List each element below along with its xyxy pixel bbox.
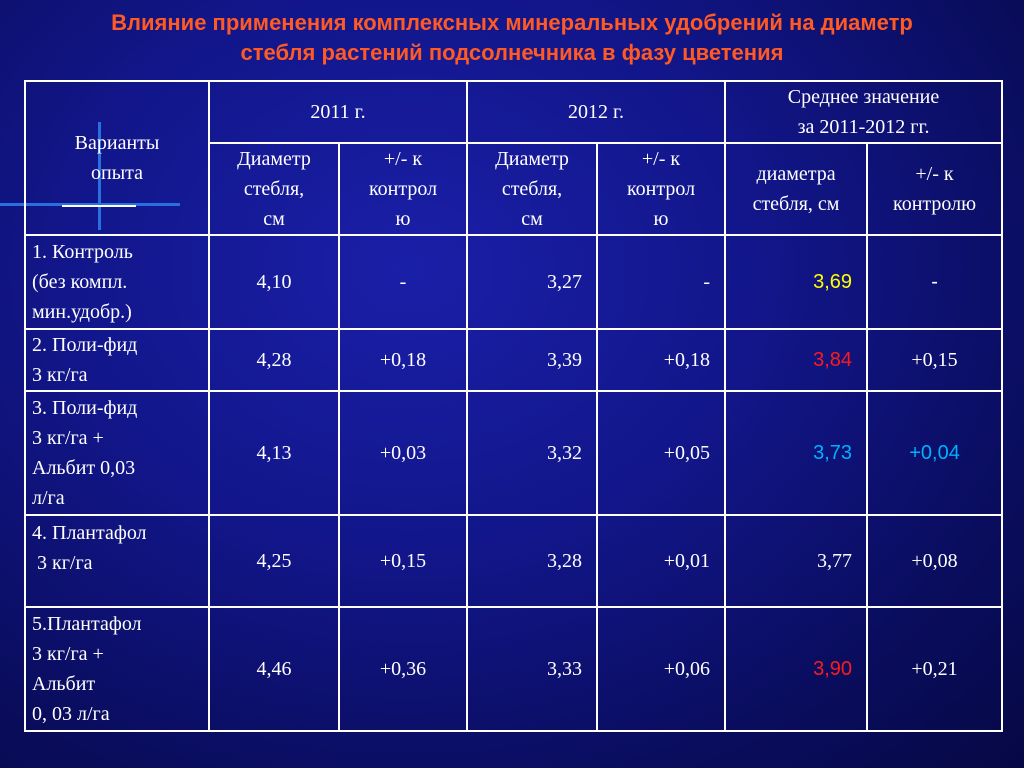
header-row-years: Варианты опыта 2011 г. 2012 г. Среднее з… <box>24 80 1004 236</box>
avg-diam-cell: 3,73 <box>724 390 869 516</box>
header-delta-2011: +/- к контрол ю <box>338 142 468 236</box>
diam-2012-cell: 3,32 <box>466 390 598 516</box>
delta-2011-cell: +0,36 <box>338 606 468 732</box>
delta-2011-cell: - <box>338 234 468 330</box>
table-row: 1. Контроль (без компл. мин.удобр.) 4,10… <box>24 234 1004 330</box>
slide-title-line-2: стебля растений подсолнечника в фазу цве… <box>240 40 784 65</box>
slide-title-line-1: Влияние применения комплексных минеральн… <box>111 10 913 35</box>
header-row-columns: Диаметр стебля, см +/- к контрол ю Диаме… <box>25 142 1004 236</box>
delta-2012-cell: - <box>595 234 727 330</box>
avg-diam-cell: 3,90 <box>724 606 869 732</box>
table-row: 2. Поли-фид 3 кг/га 4,28 +0,18 3,39 +0,1… <box>24 328 1004 392</box>
diam-2012-cell: 3,28 <box>466 514 598 608</box>
table-row: 5.Плантафол 3 кг/га + Альбит 0, 03 л/га … <box>24 606 1004 732</box>
header-variants: Варианты опыта <box>24 80 210 236</box>
diam-2012-cell: 3,33 <box>466 606 598 732</box>
diam-2011-cell: 4,25 <box>208 514 340 608</box>
header-delta-2012: +/- к контрол ю <box>595 142 727 236</box>
delta-2011-cell: +0,03 <box>338 390 468 516</box>
diam-2012-cell: 3,27 <box>466 234 598 330</box>
results-table: Варианты опыта 2011 г. 2012 г. Среднее з… <box>24 80 1004 732</box>
variant-cell: 3. Поли-фид 3 кг/га + Альбит 0,03 л/га <box>24 390 210 516</box>
delta-2012-cell: +0,18 <box>595 328 727 392</box>
slide-title: Влияние применения комплексных минеральн… <box>0 8 1024 68</box>
header-average: Среднее значение за 2011-2012 гг. <box>724 80 1004 144</box>
header-diam-2011: Диаметр стебля, см <box>208 142 340 236</box>
header-diam-2012: Диаметр стебля, см <box>466 142 598 236</box>
delta-2011-cell: +0,18 <box>338 328 468 392</box>
diam-2011-cell: 4,13 <box>208 390 340 516</box>
variant-cell: 5.Плантафол 3 кг/га + Альбит 0, 03 л/га <box>24 606 210 732</box>
diam-2011-cell: 4,28 <box>208 328 340 392</box>
table-row: 3. Поли-фид 3 кг/га + Альбит 0,03 л/га 4… <box>24 390 1004 516</box>
avg-delta-cell: +0,08 <box>866 514 1004 608</box>
delta-2012-cell: +0,06 <box>595 606 727 732</box>
avg-delta-cell: - <box>866 234 1004 330</box>
header-year-2011: 2011 г. <box>208 80 468 144</box>
delta-2012-cell: +0,01 <box>595 514 727 608</box>
diam-2012-cell: 3,39 <box>466 328 598 392</box>
avg-diam-cell: 3,77 <box>724 514 869 608</box>
avg-delta-cell: +0,04 <box>866 390 1004 516</box>
diam-2011-cell: 4,10 <box>208 234 340 330</box>
variant-cell: 1. Контроль (без компл. мин.удобр.) <box>24 234 210 330</box>
delta-2011-cell: +0,15 <box>338 514 468 608</box>
variant-cell: 4. Плантафол 3 кг/га <box>24 514 210 608</box>
header-avg-diam: диаметра стебля, см <box>724 142 869 236</box>
diam-2011-cell: 4,46 <box>208 606 340 732</box>
avg-delta-cell: +0,21 <box>866 606 1004 732</box>
header-year-2012: 2012 г. <box>465 80 727 144</box>
table-row: 4. Плантафол 3 кг/га 4,25 +0,15 3,28 +0,… <box>24 514 1004 608</box>
avg-diam-cell: 3,84 <box>724 328 869 392</box>
variant-cell: 2. Поли-фид 3 кг/га <box>24 328 210 392</box>
header-avg-delta: +/- к контролю <box>866 142 1004 236</box>
avg-diam-cell: 3,69 <box>724 234 869 330</box>
avg-delta-cell: +0,15 <box>866 328 1004 392</box>
delta-2012-cell: +0,05 <box>595 390 727 516</box>
